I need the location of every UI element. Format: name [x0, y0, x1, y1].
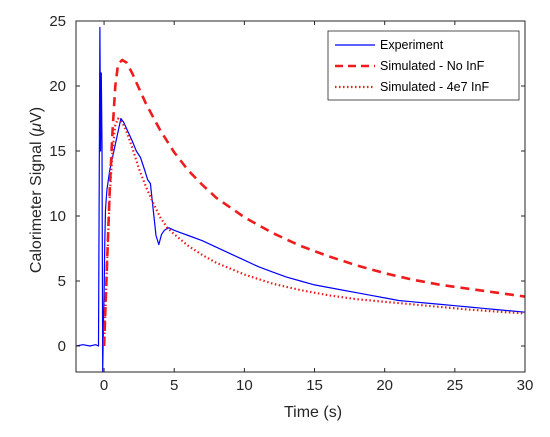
y-axis-ticks: 0 5 10 15 20 25	[49, 13, 525, 355]
series-line-experiment	[76, 26, 525, 372]
x-tick-label: 30	[517, 377, 534, 394]
y-tick-label: 0	[58, 338, 66, 355]
x-tick-label: 5	[170, 377, 178, 394]
y-tick-label: 15	[49, 143, 66, 160]
y-axis-label-end: V)	[28, 107, 45, 123]
y-tick-label: 25	[49, 13, 66, 30]
y-tick-label: 10	[49, 208, 66, 225]
y-tick-label: 5	[58, 273, 66, 290]
x-axis-label: Time (s)	[284, 404, 342, 421]
x-axis-ticks: 0 5 10 15 20 25 30	[100, 21, 533, 394]
plot-border	[75, 20, 526, 373]
series-line-simulated-no-inf	[102, 58, 525, 347]
y-axis-label-main: Calorimeter Signal (	[28, 131, 45, 273]
x-tick-label: 10	[236, 377, 253, 394]
legend-label-simulated-no-inf: Simulated - No InF	[380, 59, 485, 73]
x-tick-label: 15	[306, 377, 323, 394]
series-line-simulated-4e7-inf	[103, 117, 525, 347]
x-tick-label: 20	[376, 377, 393, 394]
legend: Experiment Simulated - No InF Simulated …	[327, 30, 520, 101]
x-tick-label: 0	[100, 377, 108, 394]
legend-label-experiment: Experiment	[380, 38, 444, 52]
legend-box	[327, 30, 520, 101]
y-axis-label-mu: μ	[28, 123, 45, 133]
legend-label-simulated-4e7-inf: Simulated - 4e7 InF	[380, 80, 489, 94]
y-axis-label: Calorimeter Signal (μV)	[28, 107, 45, 273]
x-tick-label: 25	[447, 377, 464, 394]
series-layer	[76, 26, 525, 372]
y-tick-label: 20	[49, 78, 66, 95]
